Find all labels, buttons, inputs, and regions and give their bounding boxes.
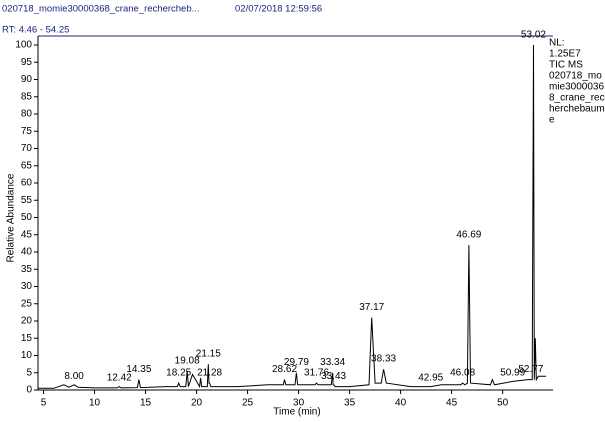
file-name: 020718_momie30000368_crane_rechercheb... (2, 4, 200, 15)
side-note: NL: (549, 38, 565, 49)
y-tick-label: 50 (21, 212, 33, 223)
y-tick-label: 85 (21, 91, 33, 102)
y-tick-label: 55 (21, 195, 33, 206)
y-tick-label: 80 (21, 109, 33, 120)
x-tick-label: 30 (293, 398, 305, 409)
peak-label: 33.34 (320, 357, 345, 368)
y-tick-label: 70 (21, 143, 33, 154)
y-tick-label: 25 (21, 298, 33, 309)
peak-label: 50.99 (500, 367, 525, 378)
peak-label: 19.08 (175, 355, 200, 366)
y-tick-label: 30 (21, 281, 33, 292)
side-note: TIC MS (549, 60, 583, 71)
side-note: mie3000036 (549, 82, 604, 93)
x-tick-label: 15 (140, 398, 152, 409)
peak-label: 31.76 (304, 367, 329, 378)
x-axis-label: Time (min) (273, 407, 320, 418)
side-note: 8_crane_rec (549, 93, 605, 104)
peak-label: 14.35 (126, 364, 151, 375)
x-tick-label: 5 (41, 398, 47, 409)
peak-label: 21.28 (197, 367, 222, 378)
peak-label: 28.62 (272, 364, 297, 375)
tic-trace (38, 44, 546, 389)
peak-label: 8.00 (64, 371, 84, 382)
y-tick-label: 65 (21, 160, 33, 171)
peak-label: 18.25 (166, 367, 191, 378)
x-tick-label: 40 (395, 398, 407, 409)
peak-label: 29.79 (284, 357, 309, 368)
peak-label: 38.33 (371, 354, 396, 365)
y-tick-label: 60 (21, 178, 33, 189)
x-tick-label: 20 (191, 398, 203, 409)
peak-label: 42.95 (418, 373, 443, 384)
y-tick-label: 75 (21, 126, 33, 137)
y-tick-label: 95 (21, 57, 33, 68)
y-axis-label: Relative Abundance (6, 173, 17, 262)
peak-label: 46.69 (456, 229, 481, 240)
y-tick-label: 5 (26, 367, 32, 378)
y-tick-label: 40 (21, 247, 33, 258)
peak-label: 52.77 (518, 364, 543, 375)
y-tick-label: 35 (21, 264, 33, 275)
y-tick-label: 0 (26, 385, 32, 396)
side-note: 020718_mo (549, 71, 602, 82)
x-tick-label: 50 (497, 398, 509, 409)
rt-range: RT: 4.46 - 54.25 (2, 25, 69, 36)
peak-label: 33.43 (321, 371, 346, 382)
x-tick-label: 25 (242, 398, 254, 409)
y-tick-label: 20 (21, 316, 33, 327)
y-tick-label: 45 (21, 229, 33, 240)
side-note: herchebaume (549, 104, 605, 115)
peak-label: 46.08 (450, 367, 475, 378)
peak-label: 37.17 (359, 302, 384, 313)
timestamp: 02/07/2018 12:59:56 (235, 4, 322, 15)
y-tick-label: 100 (15, 40, 32, 51)
peak-label: 53.02 (521, 29, 546, 40)
x-tick-label: 10 (89, 398, 101, 409)
y-tick-label: 90 (21, 74, 33, 85)
peak-label: 21.15 (196, 348, 221, 359)
y-tick-label: 15 (21, 333, 33, 344)
y-tick-label: 10 (21, 350, 33, 361)
x-tick-label: 35 (344, 398, 356, 409)
x-tick-label: 45 (446, 398, 458, 409)
side-note: 1.25E7 (549, 49, 581, 60)
side-note: e (549, 115, 555, 126)
peak-label: 12.42 (107, 373, 132, 384)
